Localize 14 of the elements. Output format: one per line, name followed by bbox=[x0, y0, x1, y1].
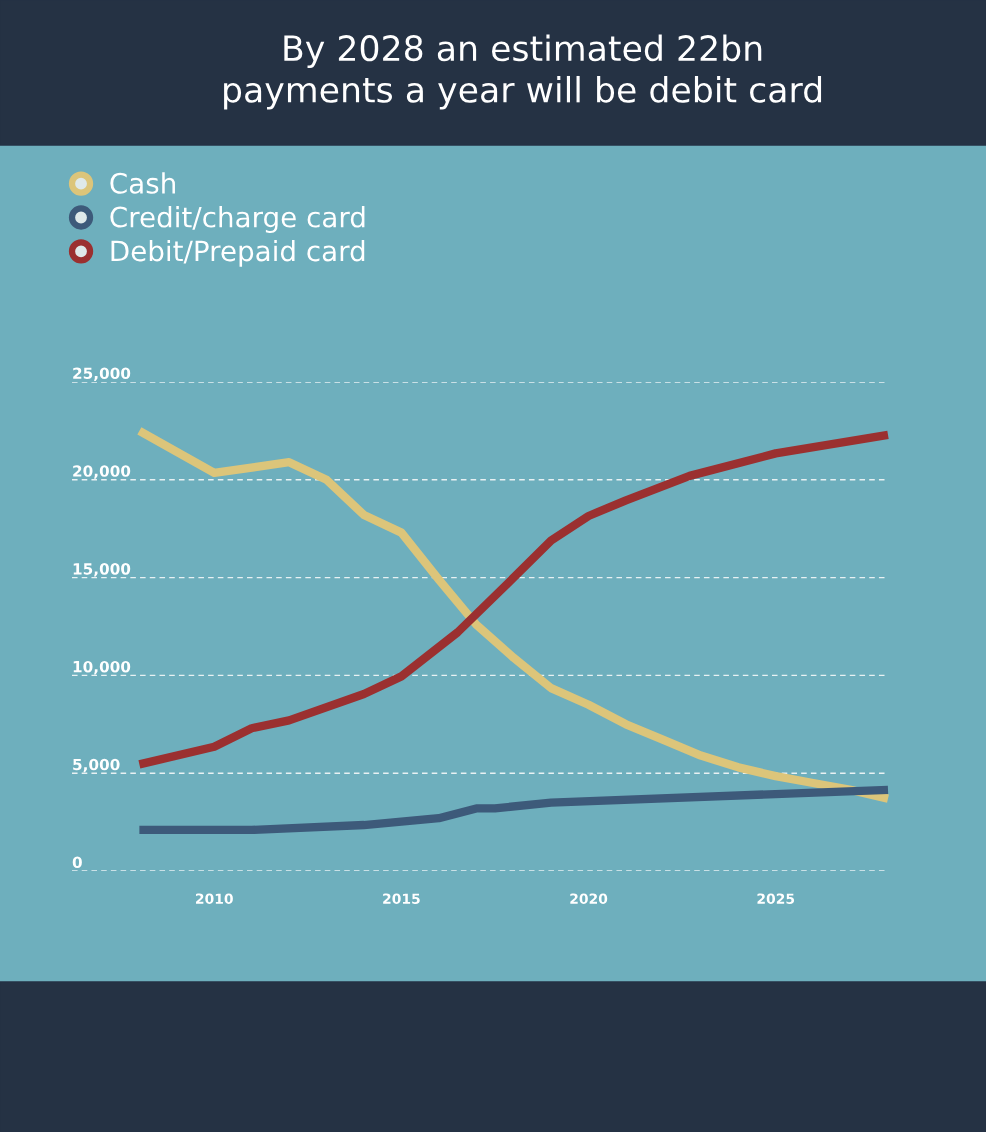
y-tick-label: 15,000 bbox=[73, 563, 131, 577]
legend-label: Cash bbox=[110, 172, 175, 194]
x-tick-label: 2010 bbox=[196, 893, 233, 904]
x-tick-label: 2015 bbox=[383, 893, 420, 904]
legend-label: Credit/charge card bbox=[110, 206, 365, 233]
legend-label: Debit/Prepaid card bbox=[111, 239, 365, 267]
chart-title: By 2028 an estimated 22bn payments a year will be debit card bbox=[224, 34, 822, 110]
y-tick-label: 20,000 bbox=[73, 465, 131, 479]
y-tick-label: 5,000 bbox=[73, 758, 120, 773]
x-tick-label: 2020 bbox=[570, 893, 608, 904]
y-tick-label: 25,000 bbox=[73, 367, 131, 381]
y-tick-label: 0 bbox=[72, 856, 82, 869]
x-tick-label: 2025 bbox=[757, 893, 795, 904]
y-tick-label: 10,000 bbox=[73, 660, 131, 675]
